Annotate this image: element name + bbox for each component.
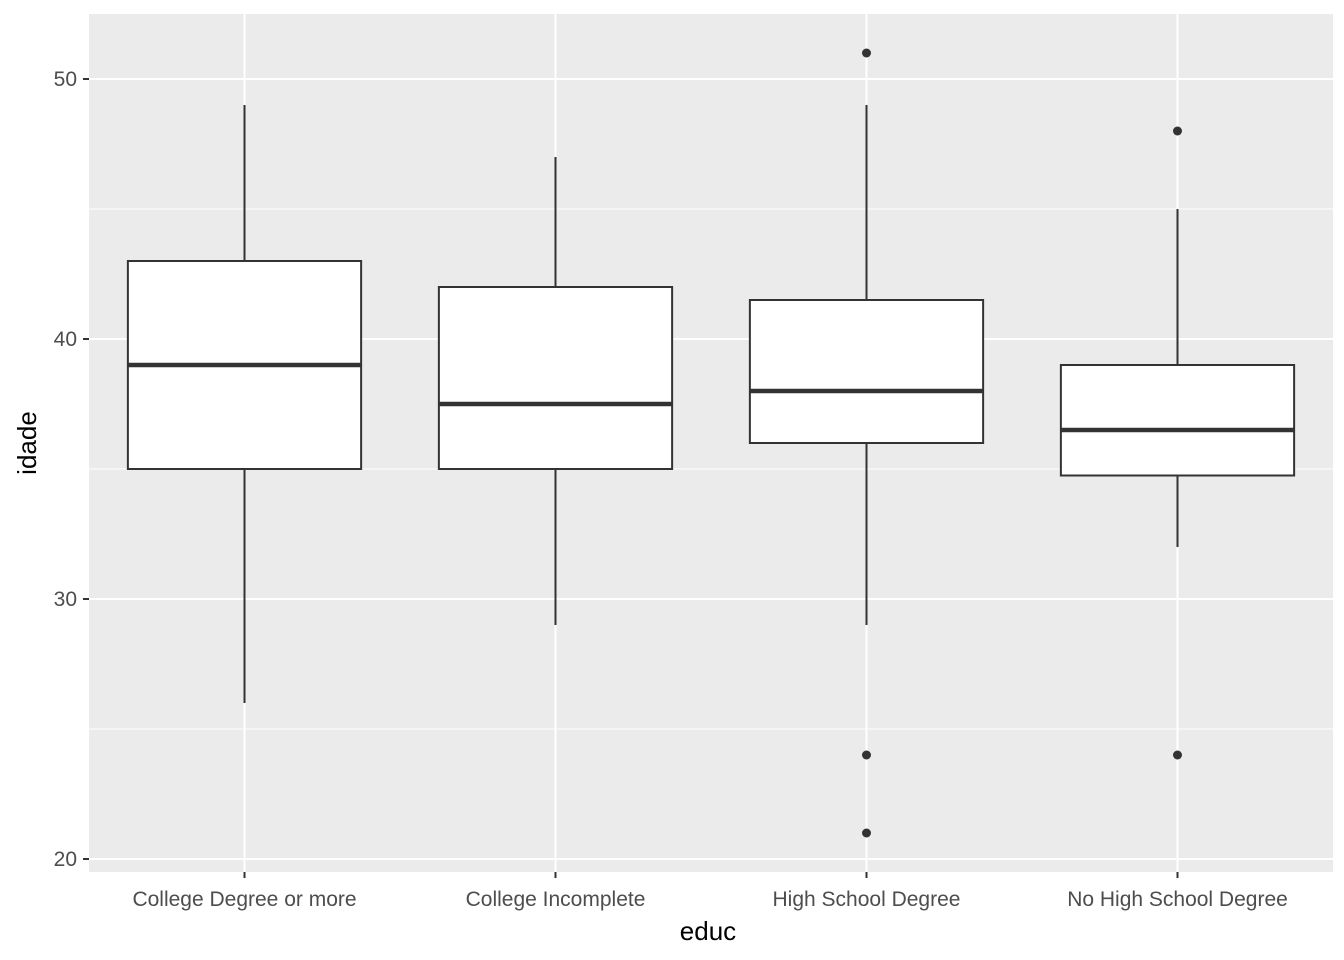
outlier-point: [862, 750, 871, 760]
boxes-layer: [126, 48, 1296, 838]
x-tick-label: No High School Degree: [1067, 888, 1288, 911]
x-tick-label: College Degree or more: [132, 888, 356, 911]
x-axis: College Degree or more College Incomplete…: [132, 872, 1288, 911]
x-tick-label: High School Degree: [773, 888, 961, 911]
box-iqr: [437, 286, 674, 470]
box-group: [437, 157, 674, 625]
box-iqr: [1059, 364, 1296, 477]
outlier-point: [862, 828, 871, 838]
y-tick-label: 30: [54, 588, 77, 611]
y-tick-label: 40: [54, 328, 77, 351]
outlier-point: [862, 48, 871, 58]
box-group: [1059, 126, 1296, 760]
box-iqr: [748, 299, 985, 444]
y-tick-label: 50: [54, 68, 77, 91]
y-axis-title: idade: [12, 411, 42, 475]
x-tick-label: College Incomplete: [466, 888, 646, 911]
outlier-point: [1173, 750, 1182, 760]
x-axis-title: educ: [680, 916, 736, 946]
outlier-point: [1173, 126, 1182, 136]
box-group: [126, 105, 363, 703]
y-axis: 20 30 40 50: [54, 68, 89, 871]
y-tick-label: 20: [54, 848, 77, 871]
box-group: [748, 48, 985, 838]
